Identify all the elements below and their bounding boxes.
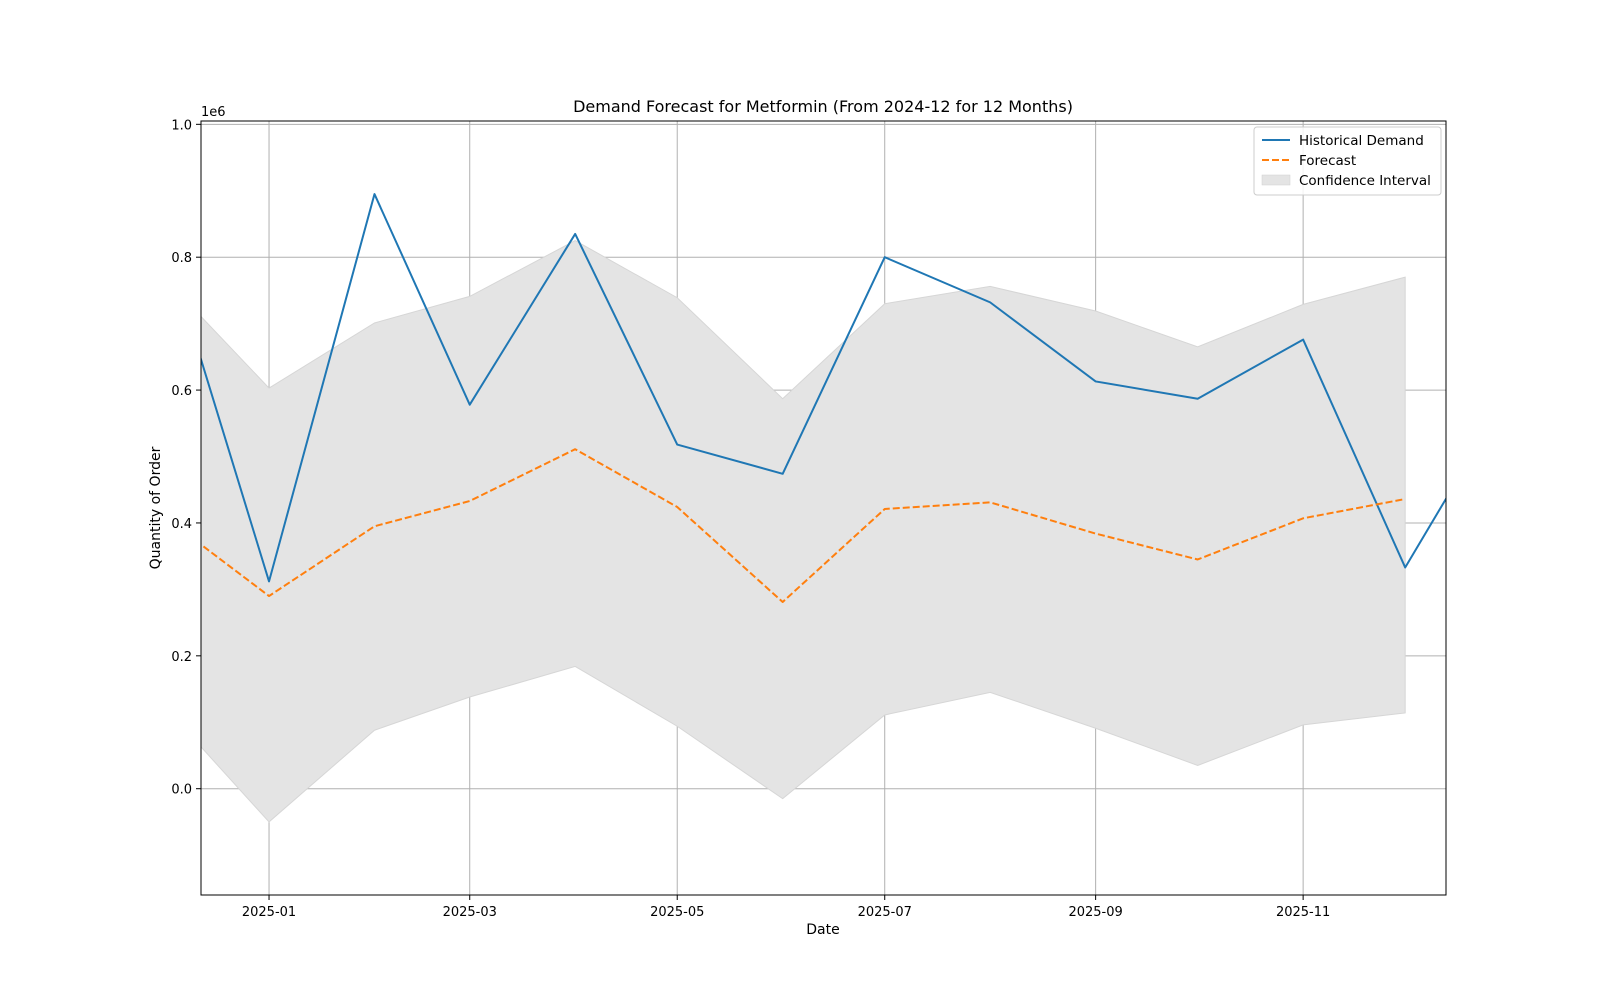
confidence-band-layer [201, 240, 1406, 823]
x-axis-ticks: 2025-01 2025-03 2025-05 2025-07 2025-09 2025-… [242, 895, 1330, 920]
y-axis-label: Quantity of Order [148, 446, 164, 569]
legend-swatch-confidence-interval [1261, 174, 1291, 186]
y-tick-label: 0.8 [171, 251, 192, 266]
x-tick-label: 2025-01 [242, 905, 296, 920]
x-tick-label: 2025-09 [1068, 905, 1122, 920]
plot-frame [200, 120, 1447, 896]
x-axis-label: Date [806, 922, 839, 938]
x-tick-label: 2025-03 [443, 905, 497, 920]
y-tick-label: 0.4 [171, 517, 192, 532]
legend-label-historical-demand: Historical Demand [1299, 133, 1424, 149]
y-offset-label: 1e6 [201, 105, 226, 120]
series-layer [201, 193, 1446, 604]
chart-title: Demand Forecast for Metformin (From 2024… [573, 97, 1073, 116]
confidence-interval-band [201, 240, 1406, 823]
series-line-forecast [201, 448, 1406, 604]
legend-label-confidence-interval: Confidence Interval [1299, 173, 1431, 189]
legend-label-forecast: Forecast [1299, 153, 1356, 169]
y-tick-label: 0.2 [171, 650, 192, 665]
legend-box [1253, 126, 1442, 196]
x-tick-label: 2025-07 [858, 905, 912, 920]
y-axis-ticks: 0.0 0.2 0.4 0.6 0.8 1.0 [171, 118, 201, 798]
series-line-historical-demand [201, 193, 1446, 583]
x-tick-label: 2025-11 [1276, 905, 1330, 920]
y-tick-label: 0.6 [171, 384, 192, 399]
y-tick-label: 1.0 [171, 118, 192, 133]
legend: Historical Demand Forecast Confidence In… [1253, 126, 1442, 196]
y-tick-label: 0.0 [171, 783, 192, 798]
x-tick-label: 2025-05 [650, 905, 704, 920]
